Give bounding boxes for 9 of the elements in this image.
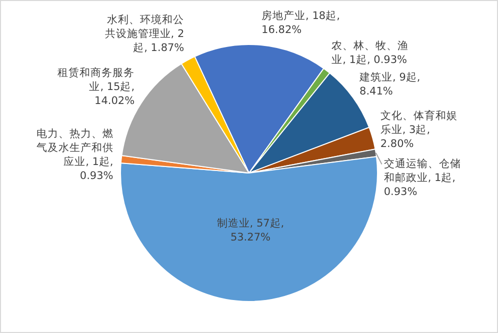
slice-label: 交通运输、仓储和邮政业, 1起, 0.93% <box>384 156 461 198</box>
slice-label: 水利、环境和公共设施管理业, 2起, 1.87% <box>104 13 184 54</box>
slice-label: 房地产业, 18起, 16.82% <box>262 8 340 36</box>
slice-label: 制造业, 57起, 53.27% <box>216 216 284 244</box>
slice-label: 农、林、牧、渔业, 1起, 0.93% <box>332 38 409 66</box>
slice-label: 租赁和商务服务业, 15起, 14.02% <box>58 66 135 107</box>
slice-label: 建筑业, 9起, 8.41% <box>358 70 420 98</box>
slice-label: 文化、体育和娱乐业, 3起, 2.80% <box>380 108 458 150</box>
slice-label: 电力、热力、燃气及水生产和供应业, 1起, 0.93% <box>36 127 114 182</box>
